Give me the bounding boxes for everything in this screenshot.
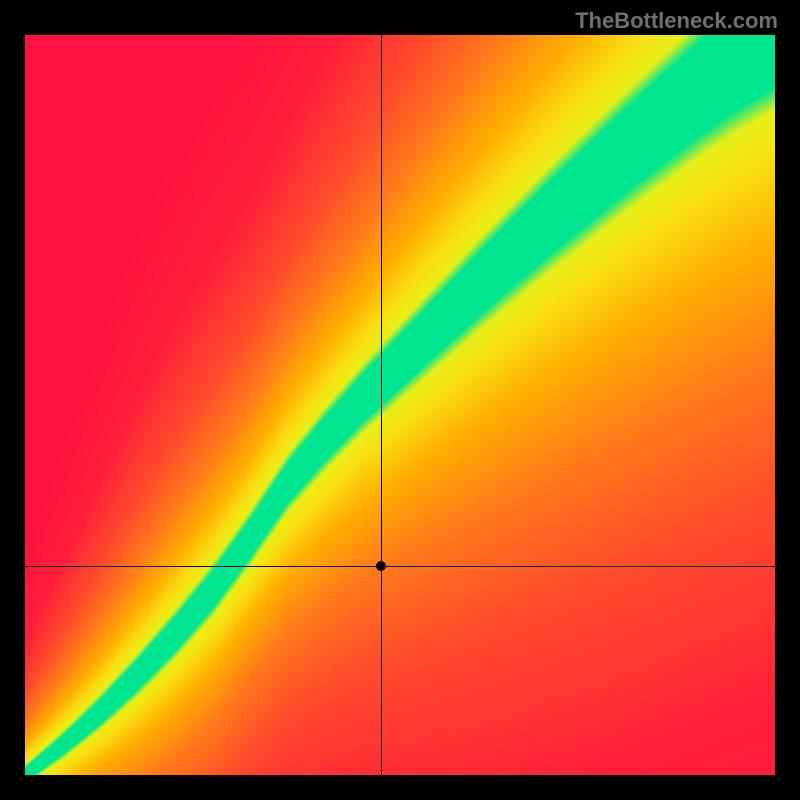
heatmap-canvas xyxy=(25,35,775,775)
heatmap-plot xyxy=(25,35,775,775)
crosshair-horizontal xyxy=(25,566,775,567)
chart-container: TheBottleneck.com xyxy=(0,0,800,800)
watermark-text: TheBottleneck.com xyxy=(575,8,778,34)
crosshair-vertical xyxy=(381,35,382,775)
crosshair-marker xyxy=(376,561,386,571)
